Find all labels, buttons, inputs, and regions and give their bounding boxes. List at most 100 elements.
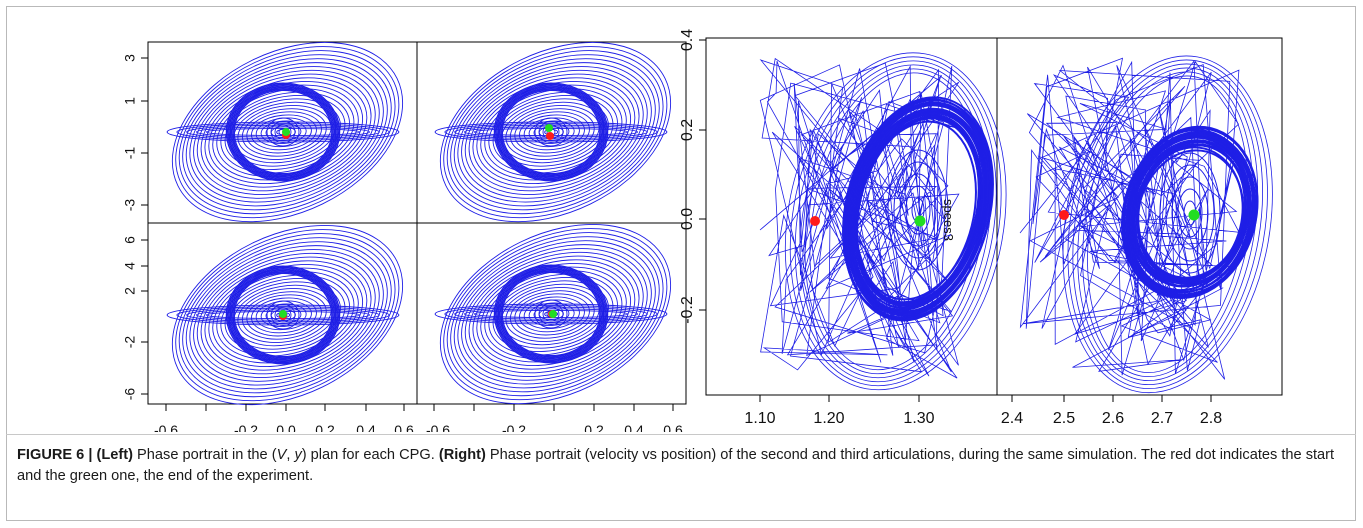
outer-loop (1067, 59, 1268, 390)
x-tick-label: 0.4 (624, 422, 644, 432)
trajectory-loop (196, 252, 376, 379)
x-tick-label: -0.2 (234, 422, 258, 432)
trajectory-loop (468, 73, 640, 192)
y-tick-label: 1 (122, 97, 138, 105)
x-tick-label: 2.4 (1001, 410, 1023, 427)
caption-left-label: (Left) (96, 447, 133, 463)
limit-cycle-band (501, 271, 601, 357)
trajectory-loop (472, 77, 636, 188)
outer-loop (1072, 63, 1263, 386)
start-dot (810, 216, 820, 226)
trajectory-loop (446, 50, 664, 215)
portrait-bottom-left (166, 224, 404, 406)
inner-loop (270, 304, 296, 326)
x-tick-label: 0.4 (356, 422, 376, 432)
limit-cycle-band (498, 269, 604, 359)
x-tick-label: 2.5 (1053, 410, 1075, 427)
trajectory-loop (492, 95, 614, 170)
trajectory-loop (171, 41, 404, 223)
inner-loop (534, 117, 568, 147)
flat-loop (166, 304, 400, 326)
limit-cycle-band (233, 272, 333, 358)
trajectory-loop (224, 278, 346, 353)
trajectory-loop (453, 58, 656, 207)
limit-cycle-band (230, 87, 336, 177)
transient-trajectory (1019, 57, 1240, 380)
trajectory-loop (200, 256, 372, 375)
inner-loop (542, 306, 560, 322)
portrait-top-left (166, 41, 404, 223)
caption-figure-label: FIGURE 6 | (17, 447, 93, 463)
caption-math-v: V (276, 447, 287, 463)
limit-cycle-band (233, 89, 333, 175)
x-tick-label: 0.6 (394, 422, 414, 432)
trajectory-loop (443, 228, 668, 401)
trajectory-loop (189, 245, 384, 386)
end-dot (279, 310, 287, 318)
flat-loop (195, 309, 371, 321)
outer-loop (1062, 55, 1273, 394)
limit-cycle-band (493, 264, 609, 364)
outer-loop (789, 56, 1002, 387)
x-tick-label: -0.2 (502, 422, 526, 432)
trajectory-loop (171, 224, 404, 406)
x-tick-label: 1.10 (744, 410, 775, 427)
trajectory-loop (204, 260, 368, 371)
trajectory-loop (457, 244, 652, 385)
limit-cycle-band (225, 265, 341, 365)
x-tick-label: 0.2 (584, 422, 604, 432)
limit-cycle-band (228, 267, 338, 363)
caption-left-text-after: ) plan for each CPG. (301, 447, 439, 463)
limit-cycle-band (230, 270, 336, 360)
limit-cycle-band (498, 87, 604, 177)
limit-cycle-band (227, 266, 339, 364)
limit-cycle-band (497, 268, 605, 360)
x-tick-label: 2.8 (1200, 410, 1222, 427)
outer-loop (804, 68, 987, 375)
trajectory-loop (196, 69, 376, 196)
trajectory-loop (185, 58, 388, 207)
y-tick-label: 0.0 (679, 208, 696, 230)
inner-loop (266, 300, 300, 330)
outer-loop (1077, 67, 1259, 382)
flat-loop (434, 121, 668, 143)
x-tick-label: 0.6 (663, 422, 683, 432)
limit-cycle-band (493, 82, 609, 182)
flat-loop (444, 305, 658, 323)
trajectory-loop (175, 229, 400, 402)
trajectory-loop (220, 91, 350, 174)
trajectory-loop (193, 66, 380, 199)
trajectory-loop (204, 77, 368, 188)
y-tick-label: -3 (122, 199, 138, 212)
trajectory-loop (450, 54, 660, 211)
start-dot (546, 132, 554, 140)
end-dot (914, 215, 926, 227)
left-phase-portraits: 3 1 -1 -3 6 4 2 -2 -6 -0.6 -0.2 0.0 0.2 0.4 0.6 -0.6 -0.… (122, 41, 687, 432)
inner-loop (266, 117, 300, 147)
trajectory-loop (453, 240, 656, 389)
x-tick-label: 1.30 (903, 410, 934, 427)
caption-math-sep: , (286, 447, 295, 463)
limit-cycle-band (228, 84, 338, 180)
trajectory-loop (450, 236, 660, 393)
trajectory-loop (439, 223, 672, 405)
flat-loop (444, 123, 658, 141)
inner-loop (538, 303, 564, 325)
outer-loop (794, 60, 997, 383)
inner-loop (538, 121, 564, 143)
limit-cycle-band (229, 269, 337, 361)
x-tick-label: -0.6 (426, 422, 450, 432)
x-tick-label: -0.6 (154, 422, 178, 432)
start-dot (1059, 210, 1069, 220)
limit-cycle-band (225, 82, 341, 182)
limit-cycle-band (500, 270, 602, 358)
trajectory-loop (182, 237, 392, 394)
trajectory-loop (220, 274, 350, 357)
flat-loop (166, 121, 400, 143)
caption-left-text-before: Phase portrait in the ( (133, 447, 277, 463)
y-tick-label: 0.2 (679, 119, 696, 141)
trajectory-loop (461, 66, 648, 199)
flat-loop (463, 308, 639, 320)
y-tick-label: 3 (122, 54, 138, 62)
trajectory-loop (189, 62, 384, 203)
